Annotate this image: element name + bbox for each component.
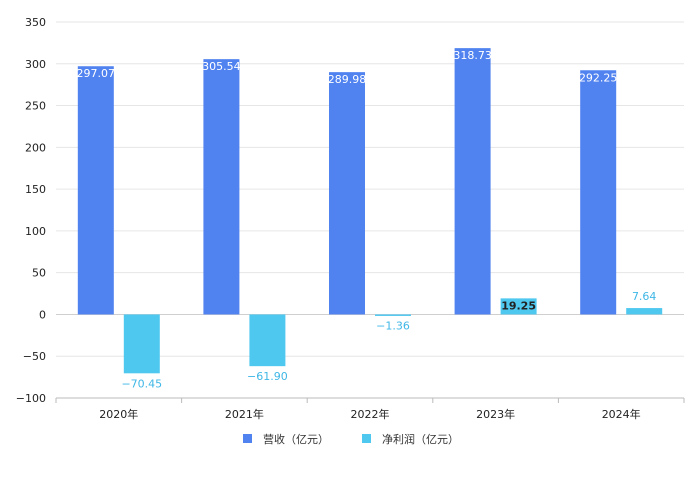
- revenue-bar: [203, 59, 240, 315]
- net-profit-data-label: −1.36: [376, 320, 410, 333]
- gridlines: [56, 21, 684, 399]
- net-profit-bar: [249, 314, 286, 367]
- revenue-data-label: 318.73: [453, 49, 492, 62]
- net-profit-bar: [626, 308, 663, 315]
- legend: 营收（亿元） 净利润（亿元）: [243, 432, 459, 446]
- y-tick-label: 300: [25, 58, 46, 71]
- y-tick-label: 250: [25, 100, 46, 113]
- revenue-bar: [580, 70, 617, 315]
- net-profit-bar: [500, 298, 537, 315]
- x-tick-label: 2020年: [99, 407, 138, 421]
- revenue-bar: [454, 48, 491, 315]
- y-tick-label: −50: [23, 350, 46, 363]
- revenue-data-label: 297.07: [77, 67, 116, 80]
- net-profit-bar: [375, 314, 411, 316]
- net-profit-data-label: 19.25: [501, 299, 536, 312]
- y-tick-label: 50: [32, 267, 46, 280]
- legend-swatch-net-profit: [362, 434, 371, 443]
- net-profit-bar: [123, 314, 160, 374]
- y-tick-label: 350: [25, 16, 46, 29]
- x-tick-label: 2022年: [351, 407, 390, 421]
- revenue-data-label: 289.98: [328, 73, 367, 86]
- y-tick-label: 100: [25, 225, 46, 238]
- x-tick-label: 2023年: [476, 407, 515, 421]
- net-profit-data-label: −70.45: [121, 377, 162, 390]
- x-tick-label: 2024年: [602, 407, 641, 421]
- y-tick-label: 200: [25, 141, 46, 154]
- legend-label-net-profit: 净利润（亿元）: [382, 432, 459, 446]
- revenue-bar: [329, 72, 365, 315]
- y-tick-label: −100: [16, 392, 46, 405]
- y-tick-label: 150: [25, 183, 46, 196]
- legend-label-revenue: 营收（亿元）: [263, 432, 329, 446]
- net-profit-data-label: 7.64: [632, 290, 657, 303]
- y-tick-label: 0: [39, 308, 46, 321]
- y-axis: −100 −50 0 50 100 150 200 250 300 350: [16, 16, 46, 405]
- net-profit-data-label: −61.90: [247, 370, 288, 383]
- bars: [77, 48, 663, 374]
- legend-swatch-revenue: [243, 434, 252, 443]
- x-axis: 2020年 2021年 2022年 2023年 2024年: [55, 397, 685, 421]
- data-labels: 297.07 −70.45 305.54 −61.90 289.98 −1.36 318.7…: [77, 49, 657, 390]
- revenue-data-label: 305.54: [202, 60, 241, 73]
- revenue-bar: [77, 66, 114, 315]
- x-tick-label: 2021年: [225, 407, 264, 421]
- revenue-data-label: 292.25: [579, 71, 618, 84]
